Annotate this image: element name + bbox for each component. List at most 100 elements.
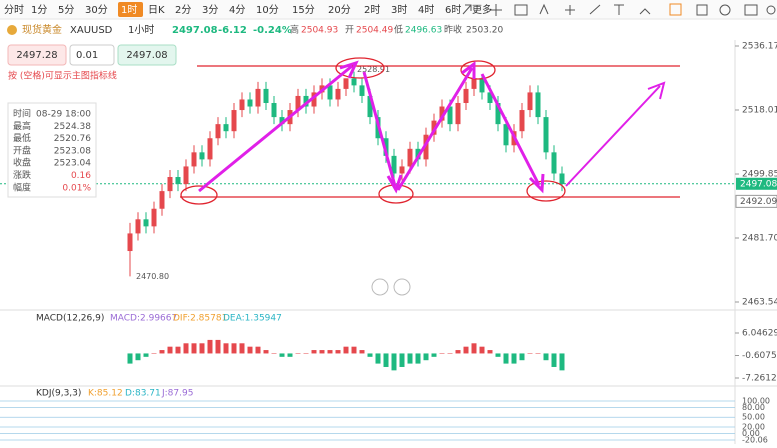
arrow bbox=[362, 71, 403, 194]
macd-bar bbox=[207, 339, 213, 354]
interval[interactable]: 1小时 bbox=[128, 24, 154, 36]
macd-bar bbox=[239, 343, 245, 354]
candle-body bbox=[423, 134, 429, 160]
candle-body bbox=[327, 85, 333, 100]
candle-body bbox=[255, 88, 261, 107]
macd-bar bbox=[543, 353, 549, 361]
candle-body bbox=[247, 99, 253, 107]
icon bbox=[719, 4, 731, 16]
candle-body bbox=[479, 78, 485, 93]
macd-bar bbox=[271, 353, 277, 354]
candle-body bbox=[167, 177, 173, 192]
timeframe-tab[interactable]: 6时 bbox=[445, 4, 461, 16]
macd-bar bbox=[167, 346, 173, 354]
timeframe-tab[interactable]: 5分 bbox=[58, 4, 74, 16]
macd-bar bbox=[431, 353, 437, 357]
symbol-name: 现货黄金 bbox=[22, 23, 62, 36]
buy-price[interactable]: 2497.08 bbox=[126, 50, 167, 61]
timeframe-tab[interactable]: 15分 bbox=[292, 4, 315, 16]
dif-value: DIF:2.85781 bbox=[173, 314, 227, 324]
info-label: 收盘 bbox=[13, 157, 31, 169]
sell-button[interactable] bbox=[7, 44, 67, 66]
candle-body bbox=[551, 152, 557, 174]
arrow bbox=[396, 61, 476, 191]
k-value: K:85.12 bbox=[88, 389, 123, 399]
info-value: 2524.38 bbox=[54, 122, 91, 132]
toolbar-icons bbox=[462, 3, 776, 16]
timeframe-tab[interactable]: 4分 bbox=[229, 4, 245, 16]
timeframe-tab[interactable]: 3时 bbox=[391, 4, 407, 16]
icon bbox=[565, 5, 575, 15]
candle-body bbox=[279, 117, 285, 125]
y-tick-label: 0.00 bbox=[742, 429, 760, 438]
macd-bar bbox=[295, 353, 301, 354]
candle-body bbox=[447, 106, 453, 125]
info-box bbox=[7, 102, 97, 198]
lot[interactable]: 0.01 bbox=[76, 50, 98, 61]
candle-body bbox=[415, 148, 421, 160]
macd-bar bbox=[231, 343, 237, 354]
macd-bar bbox=[439, 353, 445, 354]
timeframe-tab[interactable]: 20分 bbox=[328, 4, 351, 16]
macd-bar bbox=[159, 350, 165, 354]
candle-body bbox=[351, 78, 357, 86]
y-tick-label: 50.00 bbox=[742, 413, 765, 422]
info-label: 涨跌 bbox=[13, 170, 31, 181]
prev-button[interactable] bbox=[371, 278, 389, 296]
timeframe-tab[interactable]: 1时 bbox=[121, 4, 137, 16]
macd-bar bbox=[263, 350, 269, 354]
y-tick-label: 80.00 bbox=[742, 403, 765, 412]
arrow bbox=[480, 73, 545, 194]
macd-bar bbox=[359, 350, 365, 354]
stat-label: 开 bbox=[345, 25, 354, 36]
timeframe-tab[interactable]: 1分 bbox=[31, 4, 47, 16]
info-label: 最低 bbox=[13, 132, 31, 144]
icon bbox=[696, 4, 708, 16]
y-tick-label: -7.26129 bbox=[742, 374, 777, 384]
lot-input[interactable] bbox=[69, 44, 115, 66]
sell-price[interactable]: 2497.28 bbox=[16, 50, 57, 61]
icon bbox=[462, 4, 472, 15]
y-tick-label: 6.04629 bbox=[742, 329, 777, 339]
timeframe-tab[interactable]: 2分 bbox=[175, 4, 191, 16]
timeframe-tab[interactable]: 4时 bbox=[418, 4, 434, 16]
timeframe-tab[interactable]: 更多 bbox=[472, 3, 492, 16]
y-tick-label: 100.00 bbox=[742, 397, 770, 406]
next-button[interactable] bbox=[393, 278, 411, 296]
macd-bar bbox=[391, 353, 397, 371]
timeframe-tab[interactable]: 10分 bbox=[256, 4, 279, 16]
macd-bar bbox=[175, 346, 181, 354]
candle-body bbox=[383, 138, 389, 156]
macd-value: MACD:2.99667 bbox=[110, 314, 177, 324]
icon bbox=[490, 4, 502, 16]
macd-bar bbox=[495, 353, 501, 357]
candle-body bbox=[159, 191, 165, 209]
candle-body bbox=[471, 78, 477, 89]
timeframe-tab[interactable]: 30分 bbox=[85, 4, 108, 16]
timeframe-tab[interactable]: 2时 bbox=[364, 4, 380, 16]
quote-stats: 高 2504.93 开 2504.49 低 2496.63 昨收 2503.20 bbox=[290, 24, 503, 36]
timeframe-tab[interactable]: 分时 bbox=[4, 4, 24, 16]
candle-body bbox=[399, 166, 405, 174]
macd-bar bbox=[255, 346, 261, 354]
candle-body bbox=[239, 99, 245, 111]
timeframe-tab[interactable]: 日K bbox=[148, 5, 165, 16]
arrow bbox=[198, 60, 359, 193]
candle-body bbox=[439, 106, 445, 121]
candle-body bbox=[199, 152, 205, 160]
macd-bar bbox=[423, 353, 429, 361]
stat-value: 2496.63 bbox=[405, 26, 442, 36]
stat-value: 2504.49 bbox=[356, 26, 393, 36]
info-value: 0.16 bbox=[71, 171, 91, 181]
candle-body bbox=[463, 88, 469, 103]
buy-button[interactable] bbox=[117, 44, 177, 66]
macd-bar bbox=[311, 350, 317, 354]
macd-bar bbox=[127, 353, 133, 364]
macd-bar bbox=[135, 353, 141, 361]
j-value: J:87.95 bbox=[161, 389, 193, 399]
timeframe-tab[interactable]: 3分 bbox=[202, 4, 218, 16]
candle-body bbox=[343, 78, 349, 89]
macd-bar bbox=[551, 353, 557, 367]
change: -6.12 bbox=[218, 25, 247, 36]
